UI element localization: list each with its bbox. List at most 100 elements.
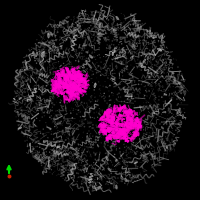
Point: [99, 164, 102, 167]
Point: [105, 49, 108, 52]
Point: [85, 105, 88, 108]
Point: [129, 150, 132, 153]
Point: [169, 105, 172, 108]
Point: [119, 54, 122, 57]
Point: [151, 66, 154, 69]
Point: [31, 145, 34, 148]
Point: [52, 47, 55, 50]
Point: [82, 33, 85, 37]
Point: [178, 109, 181, 112]
Point: [45, 142, 48, 145]
Point: [83, 76, 86, 79]
Point: [54, 28, 57, 31]
Point: [23, 97, 26, 100]
Point: [123, 159, 126, 162]
Point: [104, 177, 107, 180]
Point: [73, 126, 76, 130]
Point: [130, 148, 133, 151]
Point: [77, 111, 81, 114]
Point: [180, 73, 183, 76]
Point: [58, 39, 61, 42]
Point: [61, 131, 64, 135]
Point: [127, 114, 130, 117]
Point: [120, 112, 124, 115]
Point: [109, 159, 112, 162]
Point: [16, 123, 20, 127]
Point: [77, 109, 80, 112]
Point: [93, 152, 96, 155]
Point: [17, 115, 20, 118]
Point: [94, 105, 97, 109]
Point: [134, 124, 138, 128]
Point: [139, 104, 142, 107]
Point: [69, 171, 73, 174]
Point: [130, 176, 133, 179]
Point: [38, 69, 41, 73]
Point: [62, 62, 65, 65]
Point: [82, 122, 85, 125]
Point: [48, 151, 51, 154]
Point: [163, 53, 166, 57]
Point: [57, 60, 60, 63]
Point: [81, 77, 85, 81]
Point: [136, 132, 139, 136]
Point: [126, 44, 129, 47]
Point: [100, 164, 103, 167]
Point: [45, 84, 49, 87]
Point: [97, 10, 100, 13]
Point: [117, 95, 120, 99]
Point: [126, 61, 129, 65]
Point: [145, 94, 149, 98]
Point: [118, 114, 121, 117]
Point: [45, 108, 48, 111]
Point: [111, 39, 114, 42]
Point: [147, 83, 150, 86]
Point: [38, 119, 41, 122]
Point: [87, 186, 90, 189]
Point: [148, 138, 152, 141]
Point: [73, 18, 76, 21]
Point: [117, 60, 120, 64]
Point: [25, 97, 29, 101]
Point: [39, 69, 42, 72]
Point: [147, 89, 151, 92]
Point: [155, 128, 158, 132]
Point: [52, 137, 55, 141]
Point: [71, 116, 74, 119]
Point: [113, 144, 117, 148]
Point: [141, 51, 144, 54]
Point: [59, 104, 63, 107]
Point: [83, 15, 86, 18]
Point: [131, 160, 135, 163]
Point: [48, 154, 52, 158]
Point: [102, 142, 105, 145]
Point: [24, 88, 27, 91]
Point: [42, 48, 45, 51]
Point: [118, 157, 121, 160]
Point: [174, 91, 177, 94]
Point: [82, 130, 85, 133]
Point: [56, 144, 59, 147]
Point: [25, 62, 28, 65]
Point: [16, 73, 20, 76]
Point: [39, 132, 42, 135]
Point: [180, 101, 183, 104]
Point: [75, 55, 78, 59]
Point: [66, 126, 70, 130]
Point: [97, 64, 100, 67]
Point: [88, 164, 91, 167]
Point: [67, 52, 71, 55]
Point: [117, 86, 120, 89]
Point: [100, 164, 103, 167]
Point: [43, 157, 47, 160]
Point: [125, 158, 128, 161]
Point: [131, 75, 134, 79]
Point: [118, 82, 122, 86]
Point: [116, 176, 120, 180]
Point: [70, 18, 73, 21]
Point: [124, 178, 128, 181]
Point: [87, 33, 90, 36]
Point: [85, 62, 89, 65]
Point: [117, 92, 121, 95]
Point: [160, 67, 163, 70]
